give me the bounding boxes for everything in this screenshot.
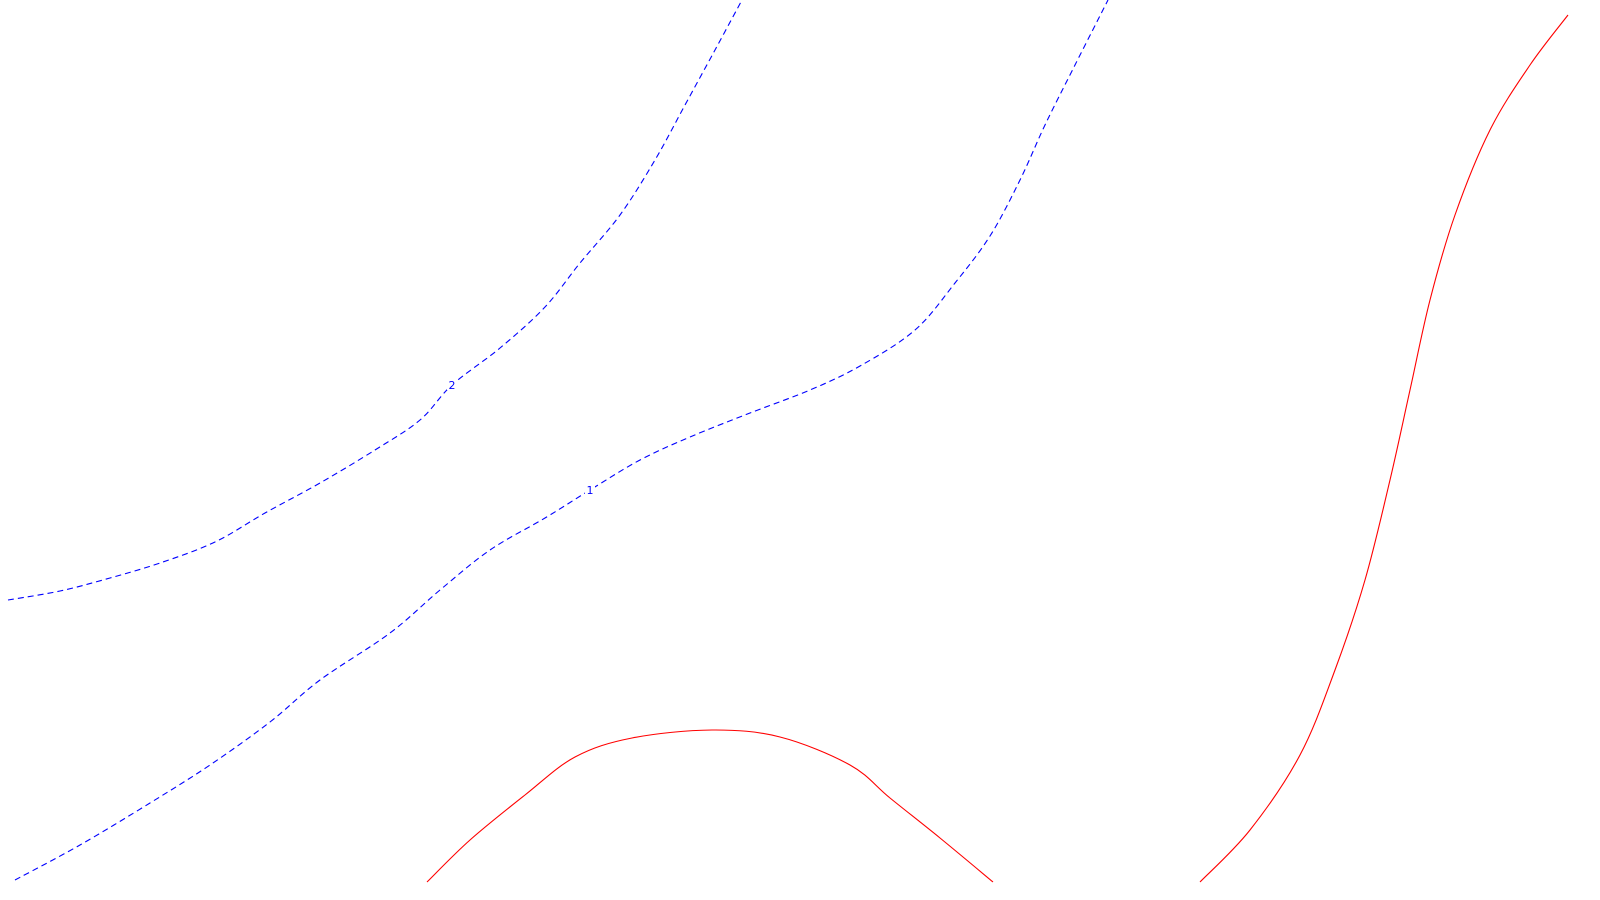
contour-positive-right-line [1199, 14, 1569, 883]
contour-lines-group [7, 0, 1569, 883]
contour-label-2-backdrop [447, 378, 457, 390]
contour-positive-hump-line [426, 729, 994, 883]
contour-level-2-line [7, 0, 743, 601]
contour-level-1-line [14, 0, 1109, 881]
contour-label-2: 2 [449, 379, 456, 392]
contour-label-1: 1 [587, 484, 594, 497]
contour-labels-group: 21 [447, 378, 595, 497]
contour-label-1-backdrop [585, 483, 595, 495]
